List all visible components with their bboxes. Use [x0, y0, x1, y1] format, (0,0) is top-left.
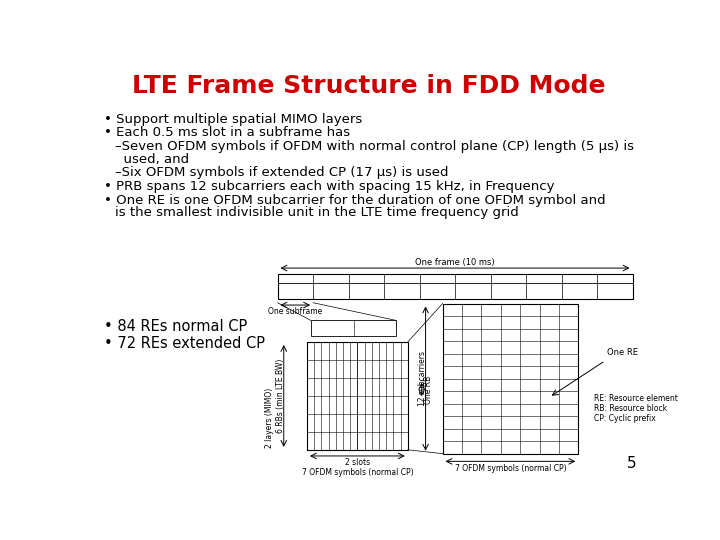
Bar: [443, 303, 578, 454]
Text: used, and: used, and: [114, 153, 189, 166]
Text: • 72 REs extended CP: • 72 REs extended CP: [104, 336, 265, 351]
Bar: [307, 342, 408, 450]
Text: –Six OFDM symbols if extended CP (17 μs) is used: –Six OFDM symbols if extended CP (17 μs)…: [114, 166, 449, 179]
Text: 2 slots: 2 slots: [345, 458, 370, 467]
Bar: [311, 320, 396, 336]
Text: –Seven OFDM symbols if OFDM with normal control plane (CP) length (5 μs) is: –Seven OFDM symbols if OFDM with normal …: [114, 140, 634, 153]
Bar: [277, 274, 632, 299]
Text: 12 subcarriers: 12 subcarriers: [418, 351, 427, 406]
Text: One RE: One RE: [607, 348, 638, 357]
Text: 7 OFDM symbols (normal CP): 7 OFDM symbols (normal CP): [302, 468, 413, 477]
Text: One subframe: One subframe: [268, 307, 323, 316]
Text: LTE Frame Structure in FDD Mode: LTE Frame Structure in FDD Mode: [132, 75, 606, 98]
Text: • PRB spans 12 subcarriers each with spacing 15 kHz, in Frequency: • PRB spans 12 subcarriers each with spa…: [104, 180, 554, 193]
Text: 2 layers (MIMO): 2 layers (MIMO): [265, 387, 274, 448]
Text: One RB: One RB: [424, 375, 433, 403]
Text: One frame (10 ms): One frame (10 ms): [415, 258, 495, 267]
Text: RE: Resource element
RB: Resource block
CP: Cyclic prefix: RE: Resource element RB: Resource block …: [594, 394, 678, 423]
Text: is the smallest indivisible unit in the LTE time frequency grid: is the smallest indivisible unit in the …: [114, 206, 518, 219]
Text: • Support multiple spatial MIMO layers: • Support multiple spatial MIMO layers: [104, 112, 362, 125]
Text: • 84 REs normal CP: • 84 REs normal CP: [104, 319, 247, 334]
Text: 7 OFDM symbols (normal CP): 7 OFDM symbols (normal CP): [454, 464, 566, 472]
Text: • One RE is one OFDM subcarrier for the duration of one OFDM symbol and: • One RE is one OFDM subcarrier for the …: [104, 194, 606, 207]
Text: 6 RBs (min LTE BW): 6 RBs (min LTE BW): [276, 359, 285, 433]
Text: • Each 0.5 ms slot in a subframe has: • Each 0.5 ms slot in a subframe has: [104, 126, 350, 139]
Text: 5: 5: [626, 456, 636, 471]
